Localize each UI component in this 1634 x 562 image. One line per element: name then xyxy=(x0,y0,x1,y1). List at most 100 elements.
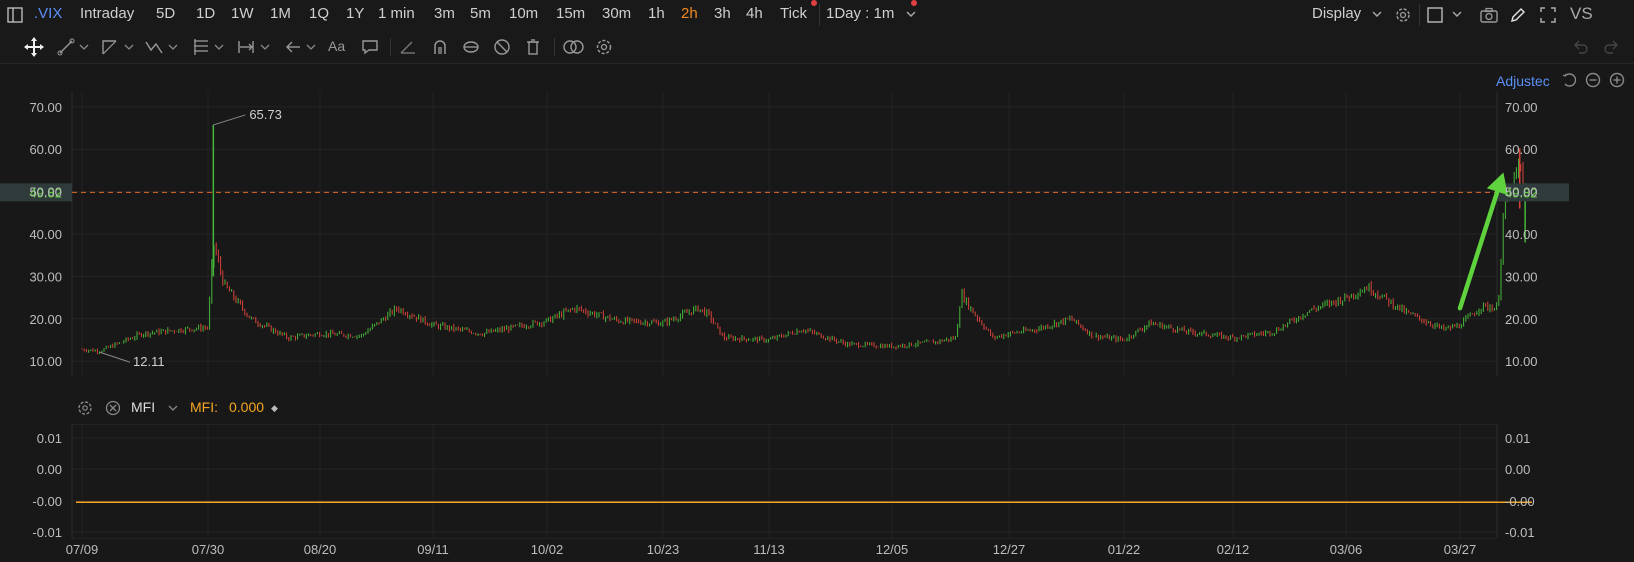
y-tick-label: 20.00 xyxy=(1505,312,1538,327)
y-tick-label: 60.00 xyxy=(29,142,62,157)
interval-10m[interactable]: 10m xyxy=(509,5,539,22)
x-tick-label: 03/06 xyxy=(1330,542,1363,557)
x-tick-label: 07/09 xyxy=(66,542,99,557)
top-toolbar: .VIX Intraday 5D 1D 1W 1M 1Q 1Y 1 min 3m… xyxy=(0,0,1634,30)
drawing-settings-gear-icon[interactable] xyxy=(594,38,614,56)
interval-1h[interactable]: 1h xyxy=(648,5,665,22)
date-axis: 07/09 07/30 08/20 09/11 10/02 10/23 11/13 12/05… xyxy=(0,537,1634,562)
chevron-down-icon[interactable] xyxy=(124,42,134,52)
diamond-icon: ◆ xyxy=(271,403,278,413)
current-price-tag-right xyxy=(1497,183,1569,202)
measure-range-icon[interactable] xyxy=(236,38,256,56)
sidebar-toggle-icon[interactable] xyxy=(6,6,24,24)
x-tick-label: 08/20 xyxy=(304,542,337,557)
redo-icon[interactable] xyxy=(1602,38,1622,56)
interval-tick[interactable]: Tick xyxy=(780,5,807,22)
text-tool-button[interactable]: Aa xyxy=(328,38,346,54)
mfi-chart[interactable]: 0.01 0.00 -0.00 -0.01 0.01 0.00 -0.00 -0.01 xyxy=(0,423,1634,540)
toolbar-divider xyxy=(1419,4,1420,26)
wave-pattern-icon[interactable] xyxy=(144,38,166,56)
chevron-down-icon[interactable] xyxy=(79,42,89,52)
mfi-value: 0.000 xyxy=(229,399,265,415)
interval-4h[interactable]: 4h xyxy=(746,5,763,22)
x-tick-label: 12/05 xyxy=(876,542,909,557)
interval-5m[interactable]: 5m xyxy=(470,5,491,22)
mfi-y-tick-label: 0.00 xyxy=(1505,462,1530,477)
channel-icon[interactable] xyxy=(100,38,120,56)
annotation-arrow-shaft xyxy=(1457,189,1500,311)
fullscreen-icon[interactable] xyxy=(1538,5,1558,25)
x-tick-label: 02/12 xyxy=(1217,542,1250,557)
interval-5d[interactable]: 5D xyxy=(156,5,176,22)
annotation-arrow-head xyxy=(1486,172,1508,195)
compare-rings-icon[interactable] xyxy=(562,38,586,56)
mode-selector[interactable]: 1Day : 1m xyxy=(826,5,895,22)
chevron-down-icon[interactable] xyxy=(260,42,270,52)
compare-vs-button[interactable]: VS xyxy=(1570,4,1593,23)
low-annotation-label: 12.11 xyxy=(133,354,165,369)
x-tick-label: 10/23 xyxy=(647,542,680,557)
interval-3m[interactable]: 3m xyxy=(434,5,455,22)
interval-2h[interactable]: 2h xyxy=(681,5,698,22)
angle-icon[interactable] xyxy=(398,38,418,56)
interval-15m[interactable]: 15m xyxy=(556,5,586,22)
mfi-y-tick-label: 0.00 xyxy=(37,462,62,477)
chevron-down-icon[interactable] xyxy=(905,8,917,20)
price-chart-canvas[interactable]: 49.82 49.82 65.73 12.11 70.00 60.00 50.00 40.0… xyxy=(0,92,1634,392)
indicator-name[interactable]: MFI xyxy=(131,399,156,415)
zoom-out-icon[interactable] xyxy=(1584,71,1602,89)
gear-icon[interactable] xyxy=(1393,5,1413,25)
hide-drawings-icon[interactable] xyxy=(492,38,512,56)
interval-3h[interactable]: 3h xyxy=(714,5,731,22)
comment-icon[interactable] xyxy=(360,38,380,56)
x-tick-label: 01/22 xyxy=(1108,542,1141,557)
y-tick-label: 50.00 xyxy=(1505,185,1538,200)
magnet-icon[interactable] xyxy=(430,38,450,56)
chevron-down-icon[interactable] xyxy=(1371,8,1383,20)
indicator-settings-gear-icon[interactable] xyxy=(76,399,94,417)
x-tick-label: 12/27 xyxy=(993,542,1026,557)
interval-intraday[interactable]: Intraday xyxy=(80,5,135,22)
mfi-chart-canvas[interactable]: 0.01 0.00 -0.00 -0.01 0.01 0.00 -0.00 -0.01 xyxy=(0,423,1634,540)
annotation-leader xyxy=(99,351,131,363)
chevron-down-icon[interactable] xyxy=(214,42,224,52)
pencil-icon[interactable] xyxy=(1508,5,1528,25)
interval-1min[interactable]: 1 min xyxy=(378,5,415,22)
undo-icon[interactable] xyxy=(1570,38,1590,56)
current-price-tag-left xyxy=(0,183,72,202)
chevron-down-icon[interactable] xyxy=(168,42,178,52)
indicator-close-icon[interactable] xyxy=(104,399,122,417)
reset-zoom-icon[interactable] xyxy=(1560,71,1578,89)
y-tick-label: 40.00 xyxy=(1505,227,1538,242)
interval-1m-month[interactable]: 1M xyxy=(270,5,291,22)
chevron-down-icon[interactable] xyxy=(306,42,316,52)
interval-1y[interactable]: 1Y xyxy=(346,5,365,22)
mfi-y-tick-label: -0.00 xyxy=(1505,494,1535,509)
interval-30m[interactable]: 30m xyxy=(602,5,632,22)
arrow-left-icon[interactable] xyxy=(283,38,303,56)
fibonacci-icon[interactable] xyxy=(191,38,211,56)
mfi-y-tick-label: -0.01 xyxy=(1505,525,1535,538)
y-tick-label: 50.00 xyxy=(29,185,62,200)
chevron-down-icon[interactable] xyxy=(167,403,179,413)
symbol-label[interactable]: .VIX xyxy=(34,5,63,22)
x-tick-label: 07/30 xyxy=(192,542,225,557)
interval-1w[interactable]: 1W xyxy=(231,5,254,22)
trend-line-icon[interactable] xyxy=(56,38,76,56)
interval-1q[interactable]: 1Q xyxy=(309,5,330,22)
layout-icon[interactable] xyxy=(1425,5,1445,25)
price-chart[interactable]: 49.82 49.82 65.73 12.11 70.00 60.00 50.00 40.0… xyxy=(0,92,1634,392)
date-axis-canvas: 07/09 07/30 08/20 09/11 10/02 10/23 11/13 12/05… xyxy=(66,537,1497,557)
y-tick-label: 10.00 xyxy=(29,354,62,369)
adjusted-toggle[interactable]: Adjustec xyxy=(1496,73,1550,89)
interval-1d[interactable]: 1D xyxy=(196,5,216,22)
trash-icon[interactable] xyxy=(523,38,543,56)
lock-drawings-icon[interactable] xyxy=(461,38,481,56)
current-price-label: 49.82 xyxy=(1505,185,1538,200)
camera-icon[interactable] xyxy=(1478,5,1500,25)
display-menu[interactable]: Display xyxy=(1312,5,1362,22)
move-crosshair-icon[interactable] xyxy=(24,37,44,57)
mfi-y-tick-label: 0.01 xyxy=(37,431,62,446)
chevron-down-icon[interactable] xyxy=(1451,8,1463,20)
zoom-in-icon[interactable] xyxy=(1608,71,1626,89)
